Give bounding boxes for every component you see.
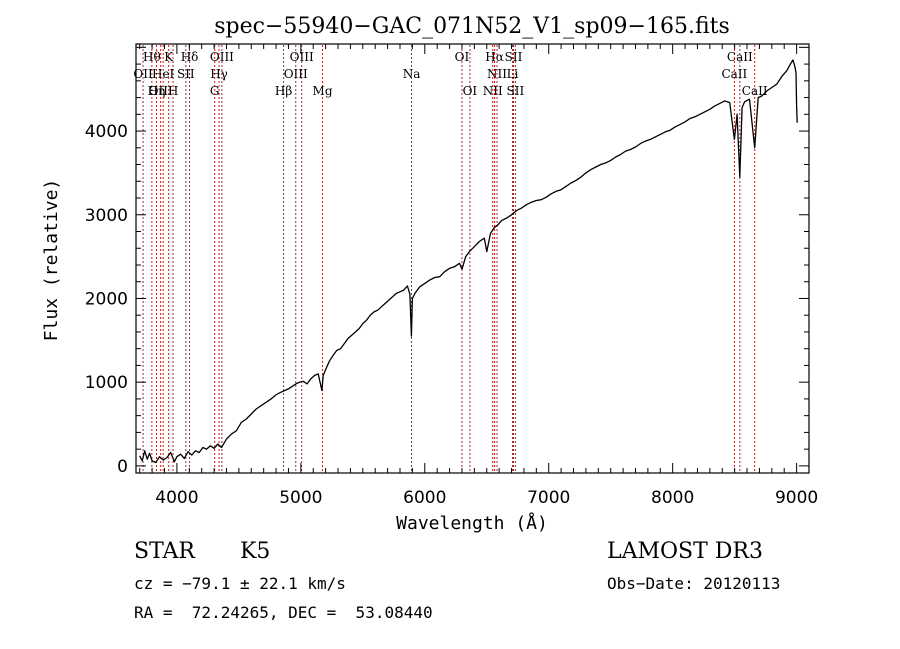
- spectral-line-label: OI: [455, 50, 470, 64]
- spectral-line-label: Hβ: [275, 84, 292, 98]
- spectral-line-label: SII: [507, 84, 525, 98]
- plot-frame: [135, 43, 810, 474]
- spectral-line-markers: [142, 45, 756, 472]
- series-group: [139, 59, 798, 464]
- chart-title: spec−55940−GAC_071N52_V1_sp09−165.fits: [214, 14, 730, 39]
- spectral-line-label: NII: [487, 67, 507, 81]
- spectral-line-label: HeI: [152, 67, 175, 81]
- spectral-line-label: OI: [463, 84, 478, 98]
- spectrum-line: [139, 59, 798, 464]
- x-tick-label: 6000: [403, 488, 446, 508]
- obs-date: Obs−Date: 20120113: [607, 574, 781, 593]
- spectral-line-label: CaII: [727, 50, 753, 64]
- object-class: STAR: [134, 539, 195, 564]
- x-tick-label: 4000: [155, 488, 198, 508]
- x-tick-label: 8000: [651, 488, 694, 508]
- y-tick-label: 4000: [85, 122, 128, 142]
- spectral-line-label: Hη: [148, 84, 166, 98]
- x-tick-label: 7000: [527, 488, 570, 508]
- object-subclass: K5: [240, 539, 271, 564]
- x-axis-label: Wavelength (Å): [396, 512, 548, 534]
- spectral-line-label: SII: [505, 50, 523, 64]
- x-tick-label: 5000: [279, 488, 322, 508]
- y-tick-label: 0: [117, 457, 128, 477]
- spectral-line-label: OIII: [284, 67, 308, 81]
- spectral-line-label: OII: [133, 67, 153, 81]
- spectral-line-label: Hα: [485, 50, 504, 64]
- survey-name: LAMOST DR3: [607, 539, 763, 564]
- spectral-line-label: Hδ: [181, 50, 199, 64]
- spectral-line-label: Li: [507, 67, 519, 81]
- coordinates-text: RA = 72.24265, DEC = 53.08440: [134, 603, 433, 622]
- spectral-line-label: Na: [403, 67, 421, 81]
- spectral-line-label: CaII: [721, 67, 747, 81]
- spectral-line-label: Hγ: [210, 67, 228, 81]
- spectral-line-label: SII: [177, 67, 195, 81]
- spectral-line-label: OIII: [290, 50, 314, 64]
- y-axis-label: Flux (relative): [41, 179, 62, 342]
- spectral-line-label: OIII: [210, 50, 234, 64]
- spectral-line-label: K: [164, 50, 174, 64]
- spectral-line-label: H: [168, 84, 178, 98]
- spectral-line-label: OIII: [149, 84, 173, 98]
- y-tick-label: 1000: [85, 373, 128, 393]
- y-tick-label: 3000: [85, 206, 128, 226]
- y-axis-ticks: 0 1000 2000 3000 4000: [85, 46, 809, 477]
- x-tick-label: 9000: [775, 488, 818, 508]
- spectral-line-label: CaII: [742, 84, 768, 98]
- spectral-line-label: NII: [483, 84, 503, 98]
- x-axis-ticks: 4000 5000 6000 7000 8000 9000: [139, 44, 818, 508]
- y-tick-label: 2000: [85, 289, 128, 309]
- spectral-line-label: Hθ: [143, 50, 161, 64]
- redshift-text: cz = −79.1 ± 22.1 km/s: [134, 574, 346, 593]
- spectral-line-label: G: [210, 84, 220, 98]
- spectral-line-label: Mg: [313, 84, 333, 98]
